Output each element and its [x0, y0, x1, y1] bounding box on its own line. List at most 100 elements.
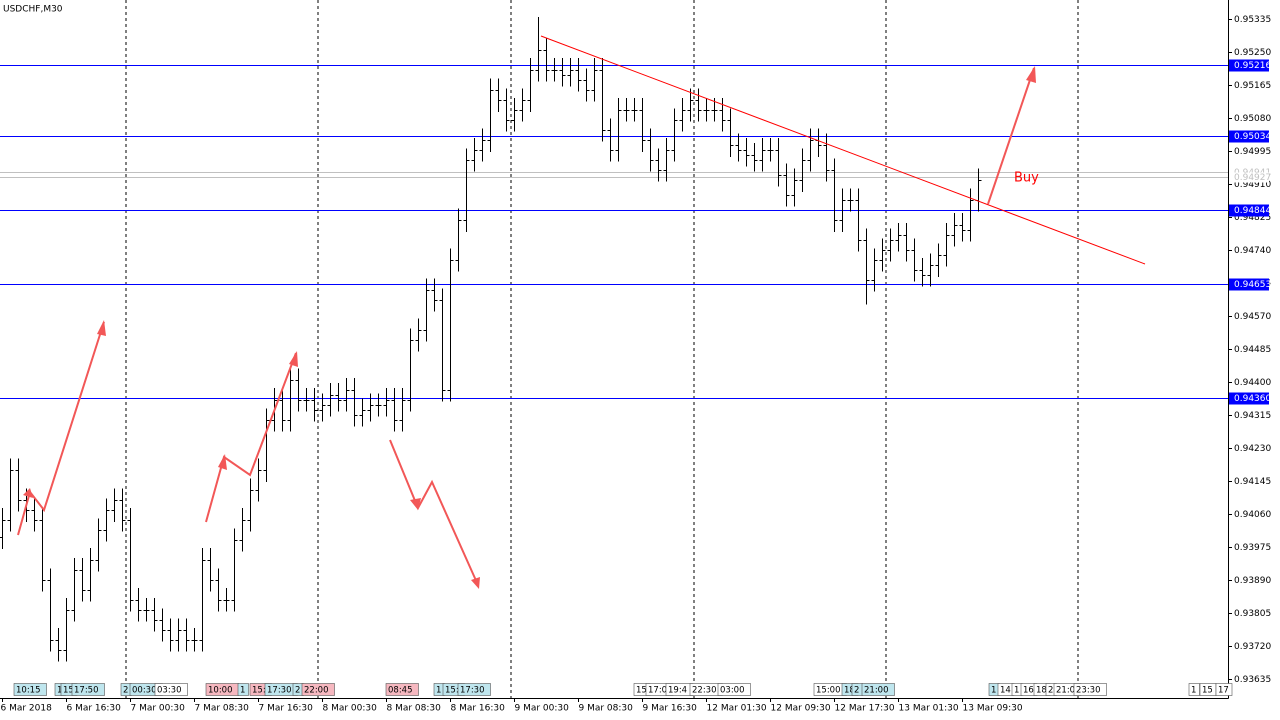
event-label: 22:30 — [692, 686, 717, 696]
y-tick-label: 0.94315 — [1234, 411, 1271, 421]
y-tick-label: 0.94060 — [1234, 510, 1271, 520]
event-box — [71, 683, 105, 696]
y-tick-label: 0.94400 — [1234, 378, 1271, 388]
event-box — [1215, 683, 1233, 696]
axis-layer: 0.95335 0.95250 0.95165 0.95080 0.94995 0.949… — [1, 15, 1272, 714]
level-label: 0.95216 — [1234, 61, 1271, 71]
event-label: 10:00 — [208, 686, 233, 696]
event-label: 15:00 — [816, 686, 841, 696]
event-label: 17:30 — [267, 686, 292, 696]
event-label: 15: — [252, 686, 266, 696]
event-label: 1 — [240, 686, 245, 696]
event-label: 22:00 — [304, 686, 329, 696]
event-box — [717, 683, 751, 696]
event-label: 15 — [1202, 686, 1213, 696]
arrow-path — [205, 352, 297, 523]
event-label: 17:30 — [460, 686, 485, 696]
event-label: 1 — [57, 686, 62, 696]
y-tick-label: 0.93720 — [1234, 642, 1271, 652]
drawings — [17, 35, 1146, 589]
chart-title: USDCHF,M30 — [3, 5, 63, 15]
level-label-box — [1229, 278, 1269, 291]
arrow-path — [17, 321, 105, 536]
event-label: 23:30 — [1076, 686, 1101, 696]
event-label: 14 — [1000, 686, 1011, 696]
event-box — [861, 683, 895, 696]
y-tick-label: 0.94570 — [1234, 312, 1271, 322]
event-label: 1 — [1014, 686, 1019, 696]
event-box — [1188, 683, 1200, 696]
level-label-box — [1229, 392, 1269, 405]
arrow-path — [987, 67, 1035, 205]
event-box — [457, 683, 491, 696]
event-label: 1 — [436, 686, 441, 696]
x-tick-label: 12 Mar 09:30 — [771, 704, 831, 714]
annotation: Buy — [1014, 171, 1039, 186]
event-box — [301, 683, 335, 696]
level-label-box — [1229, 59, 1269, 72]
day-separators — [125, 0, 1079, 698]
x-tick-label: 8 Mar 16:30 — [451, 704, 506, 714]
event-label: 16 — [1023, 686, 1034, 696]
event-label: 2 — [1048, 686, 1053, 696]
x-tick-label: 7 Mar 00:30 — [131, 704, 186, 714]
x-tick-label: 6 Mar 16:30 — [67, 704, 122, 714]
event-label: 03:00 — [720, 686, 745, 696]
level-label: 0.94360 — [1234, 394, 1271, 404]
x-tick-label: 9 Mar 00:30 — [515, 704, 570, 714]
level-label: 0.94653 — [1234, 280, 1271, 290]
x-tick-label: 6 Mar 2018 — [1, 704, 53, 714]
event-label: 08:45 — [388, 686, 413, 696]
event-label: 2 — [295, 686, 300, 696]
event-label: 2 — [854, 686, 859, 696]
level-label-box — [1229, 204, 1269, 217]
event-box — [1073, 683, 1107, 696]
event-box — [154, 683, 188, 696]
arrow-path — [389, 439, 479, 586]
price-label-box — [1229, 172, 1269, 183]
event-box — [13, 683, 47, 696]
event-label: 19:4 — [668, 686, 687, 696]
event-box — [385, 683, 419, 696]
x-tick-label: 12 Mar 01:30 — [707, 704, 767, 714]
event-label: 18 — [1036, 686, 1047, 696]
event-label: 03:30 — [157, 686, 182, 696]
y-tick-label: 0.93890 — [1234, 576, 1271, 586]
price-label: 0.94927 — [1234, 173, 1271, 183]
x-tick-label: 13 Mar 01:30 — [899, 704, 959, 714]
x-tick-label: 8 Mar 00:30 — [323, 704, 378, 714]
y-tick-label: 0.94740 — [1234, 246, 1271, 256]
y-tick-label: 0.95080 — [1234, 114, 1271, 124]
event-label: 18 — [844, 686, 855, 696]
event-label: 15 — [63, 686, 74, 696]
y-tick-label: 0.94825 — [1234, 213, 1271, 223]
y-tick-label: 0.93635 — [1234, 675, 1271, 685]
event-label: 2 — [123, 686, 128, 696]
level-label-box — [1229, 130, 1269, 143]
event-box — [237, 683, 249, 696]
trend-line — [540, 35, 1146, 265]
event-label: 17 — [1218, 686, 1229, 696]
bars-layer — [0, 17, 982, 662]
x-tick-label: 7 Mar 08:30 — [195, 704, 250, 714]
x-tick-label: 8 Mar 08:30 — [387, 704, 442, 714]
x-tick-label: 9 Mar 08:30 — [579, 704, 634, 714]
level-label: 0.94844 — [1234, 206, 1271, 216]
y-tick-label: 0.93975 — [1234, 543, 1271, 553]
y-tick-label: 0.94995 — [1234, 147, 1271, 157]
levels-layer — [0, 65, 1228, 399]
y-tick-label: 0.95250 — [1234, 48, 1271, 58]
x-tick-label: 12 Mar 17:30 — [835, 704, 895, 714]
y-tick-label: 0.94230 — [1234, 444, 1271, 454]
event-label: 21:0 — [1056, 686, 1075, 696]
y-tick-label: 0.95165 — [1234, 81, 1271, 91]
event-label: 21:00 — [864, 686, 889, 696]
level-label: 0.95034 — [1234, 132, 1271, 142]
event-label: 00:30 — [132, 686, 157, 696]
y-tick-label: 0.94145 — [1234, 477, 1271, 487]
y-tick-label: 0.94910 — [1234, 180, 1271, 190]
x-tick-label: 7 Mar 16:30 — [259, 704, 314, 714]
y-tick-label: 0.95335 — [1234, 15, 1271, 25]
